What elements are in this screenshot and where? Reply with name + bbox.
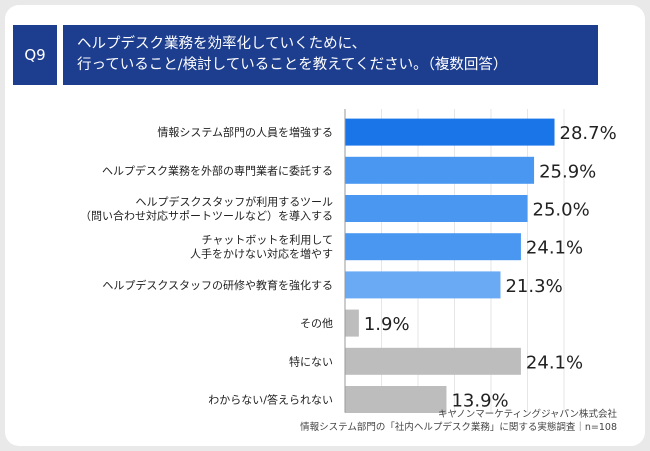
bar-value-label: 25.0%	[533, 200, 590, 221]
bar-value-label: 28.7%	[560, 123, 617, 144]
question-title-line-2: 行っていること/検討していることを教えてください。（複数回答）	[77, 57, 508, 73]
category-label: ヘルプデスクスタッフの研修や教育を強化する	[102, 278, 333, 292]
question-title: ヘルプデスク業務を効率化していくために、 行っていること/検討していることを教え…	[63, 25, 598, 85]
bar	[345, 271, 501, 299]
question-title-line-1: ヘルプデスク業務を効率化していくために、	[77, 36, 367, 52]
bar-value-label: 13.9%	[451, 391, 508, 412]
question-header: Q9 ヘルプデスク業務を効率化していくために、 行っていること/検討していること…	[13, 25, 598, 85]
category-label: その他	[300, 317, 333, 330]
bar	[345, 233, 521, 261]
bar	[345, 309, 359, 337]
category-label: チャットボットを利用して	[201, 234, 333, 247]
bar	[345, 386, 447, 413]
bar-value-label: 21.3%	[505, 276, 562, 297]
bar-value-label: 25.9%	[539, 161, 596, 182]
category-label: （問い合わせ対応サポートツールなど）を導入する	[80, 209, 333, 223]
bar-value-label: 1.9%	[364, 314, 410, 335]
bar	[345, 347, 521, 375]
category-label: 情報システム部門の人員を増強する	[157, 125, 333, 139]
question-number: Q9	[13, 25, 57, 85]
bar	[345, 195, 528, 222]
bar	[345, 118, 555, 146]
card: Q9 ヘルプデスク業務を効率化していくために、 行っていること/検討していること…	[5, 5, 645, 446]
footer: キヤノンマーケティングジャパン株式会社 情報システム部門の「社内ヘルプデスク業務…	[300, 408, 617, 434]
footer-source: 情報システム部門の「社内ヘルプデスク業務」に関する実態調査｜n=108	[300, 422, 617, 433]
bar-value-label: 24.1%	[526, 238, 583, 259]
bar	[345, 156, 535, 184]
category-label: 人手をかけない対応を増やす	[190, 247, 333, 261]
footer-company: キヤノンマーケティングジャパン株式会社	[438, 409, 617, 420]
category-label: ヘルプデスク業務を外部の専門業者に委託する	[102, 163, 333, 177]
bar-chart: 28.7% 情報システム部門の人員を増強する 25.9% ヘルプデスク業務を外部の専門…	[80, 109, 617, 413]
category-label: わからない/答えられない	[208, 393, 333, 407]
category-label: ヘルプデスクスタッフが利用するツール	[136, 195, 333, 209]
bar-value-label: 24.1%	[526, 352, 583, 373]
category-label: 特にない	[289, 354, 333, 368]
